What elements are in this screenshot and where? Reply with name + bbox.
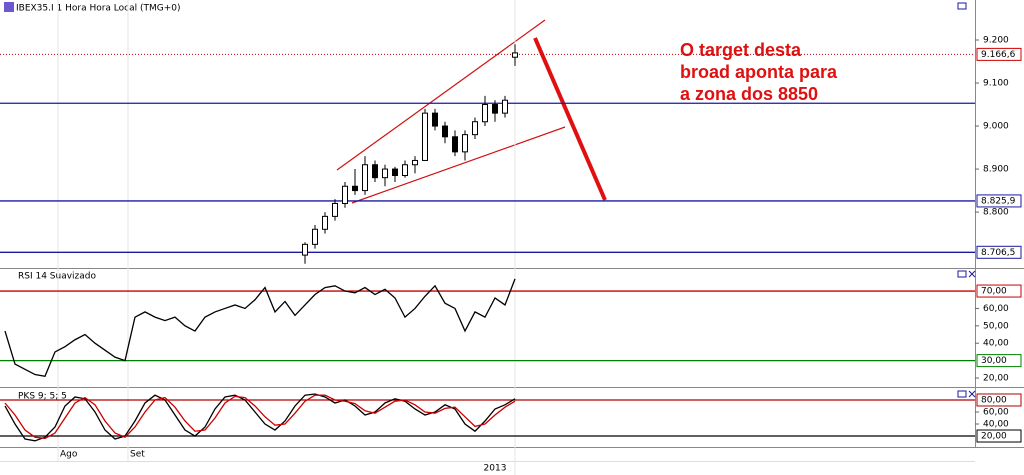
annotation-text: O target desta [680, 40, 802, 60]
candle-body [352, 185, 358, 192]
maximize-button[interactable] [957, 2, 967, 10]
level-label-box [976, 245, 1022, 259]
maximize-button[interactable] [957, 270, 967, 278]
level-label: 70,00 [981, 287, 1007, 297]
y-tick-label: 20,00 [983, 374, 1009, 384]
trend-line [351, 126, 566, 204]
candle-body [472, 121, 478, 136]
candle-body [362, 164, 368, 192]
candle-body [442, 125, 448, 138]
candle-body [492, 104, 498, 114]
y-tick-label: 8.900 [983, 165, 1009, 175]
candle-body [312, 228, 318, 245]
annotation-text: a zona dos 8850 [680, 84, 818, 104]
candle-body [382, 168, 388, 179]
candle-body [512, 52, 518, 58]
candle-body [482, 104, 488, 123]
panel-title[interactable]: PKS 9; 5; 5 [18, 392, 67, 402]
candle-body [502, 99, 508, 114]
y-tick-label: 9.100 [983, 79, 1009, 89]
trend-line [336, 19, 546, 171]
indicator-line [4, 278, 516, 377]
y-tick-label: 8.800 [983, 208, 1009, 218]
level-label-box [976, 194, 1022, 208]
level-label: 8.825,9 [981, 196, 1016, 206]
level-label-box [976, 47, 1022, 61]
y-tick-label: 60,00 [983, 304, 1009, 314]
panel-title[interactable]: RSI 14 Suavizado [18, 272, 97, 282]
candle-body [452, 136, 458, 153]
y-tick-label: 9.000 [983, 122, 1009, 132]
candle-body [302, 243, 308, 256]
candle-body [322, 215, 328, 230]
indicator-line [4, 393, 516, 442]
candle-body [332, 202, 338, 217]
level-label: 20,00 [981, 432, 1007, 442]
symbol-icon [4, 2, 14, 12]
level-label-box [976, 284, 1022, 298]
candle-body [462, 134, 468, 153]
annotation-text: broad aponta para [680, 62, 838, 82]
y-tick-label: 40,00 [983, 420, 1009, 430]
candle-body [342, 185, 348, 204]
level-label: 80,00 [981, 395, 1007, 405]
level-label: 30,00 [981, 356, 1007, 366]
indicator-line [4, 394, 516, 440]
y-tick-label: 40,00 [983, 339, 1009, 349]
y-tick-label: 60,00 [983, 407, 1009, 417]
candle-body [422, 112, 428, 161]
x-tick-label: 2013 [484, 464, 507, 474]
candle-body [402, 164, 408, 177]
candle-body [392, 168, 398, 177]
y-tick-label: 9.200 [983, 36, 1009, 46]
level-label-box [976, 393, 1022, 407]
close-button[interactable] [968, 390, 976, 398]
target-arrow [533, 37, 607, 201]
level-label-box [976, 429, 1022, 443]
chart-title[interactable]: IBEX35.I 1 Hora Hora Local (TMG+0) [16, 4, 181, 14]
level-label-box [976, 354, 1022, 368]
y-tick-label: 50,00 [983, 321, 1009, 331]
candle-body [432, 112, 438, 127]
candle-body [372, 164, 378, 179]
candle-body [412, 159, 418, 166]
x-tick-label: Ago [60, 450, 78, 460]
level-label: 9.166,6 [981, 50, 1016, 60]
x-tick-label: Set [130, 450, 145, 460]
maximize-button[interactable] [957, 390, 967, 398]
level-label: 8.706,5 [981, 248, 1015, 258]
close-button[interactable] [968, 270, 976, 278]
